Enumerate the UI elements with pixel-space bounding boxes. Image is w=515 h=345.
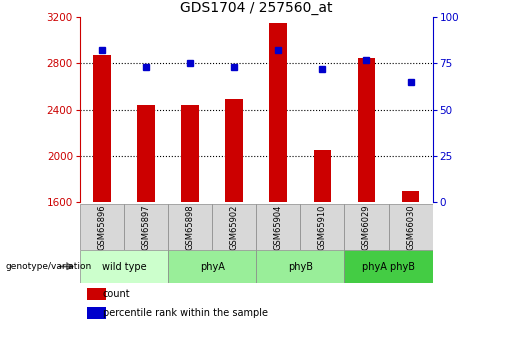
Title: GDS1704 / 257560_at: GDS1704 / 257560_at	[180, 1, 333, 15]
Bar	[314, 150, 331, 202]
Bar	[80, 250, 168, 283]
Text: wild type: wild type	[101, 262, 146, 272]
Bar	[256, 204, 300, 250]
Text: count: count	[103, 289, 130, 299]
Bar	[80, 204, 124, 250]
Bar	[212, 204, 256, 250]
Text: GSM66029: GSM66029	[362, 204, 371, 249]
Bar	[168, 250, 256, 283]
Bar	[137, 105, 155, 202]
Text: GSM66030: GSM66030	[406, 204, 415, 250]
Text: GSM65904: GSM65904	[274, 204, 283, 249]
Text: genotype/variation: genotype/variation	[5, 262, 91, 271]
Text: phyA: phyA	[200, 262, 225, 272]
Bar	[357, 58, 375, 202]
Bar	[181, 105, 199, 202]
Bar	[300, 204, 345, 250]
Text: phyB: phyB	[288, 262, 313, 272]
Bar	[93, 55, 111, 202]
Bar	[168, 204, 212, 250]
Text: GSM65898: GSM65898	[185, 204, 195, 250]
Bar	[269, 23, 287, 202]
Text: GSM65902: GSM65902	[230, 204, 238, 249]
Bar	[345, 250, 433, 283]
Bar	[402, 191, 419, 202]
Bar	[388, 204, 433, 250]
Text: GSM65910: GSM65910	[318, 204, 327, 249]
Bar	[256, 250, 345, 283]
Bar	[345, 204, 388, 250]
Bar	[124, 204, 168, 250]
Text: GSM65896: GSM65896	[97, 204, 107, 250]
Text: phyA phyB: phyA phyB	[362, 262, 415, 272]
Bar	[87, 288, 106, 300]
Bar	[226, 99, 243, 202]
Text: GSM65897: GSM65897	[142, 204, 150, 250]
Bar	[87, 307, 106, 319]
Text: percentile rank within the sample: percentile rank within the sample	[103, 308, 268, 318]
